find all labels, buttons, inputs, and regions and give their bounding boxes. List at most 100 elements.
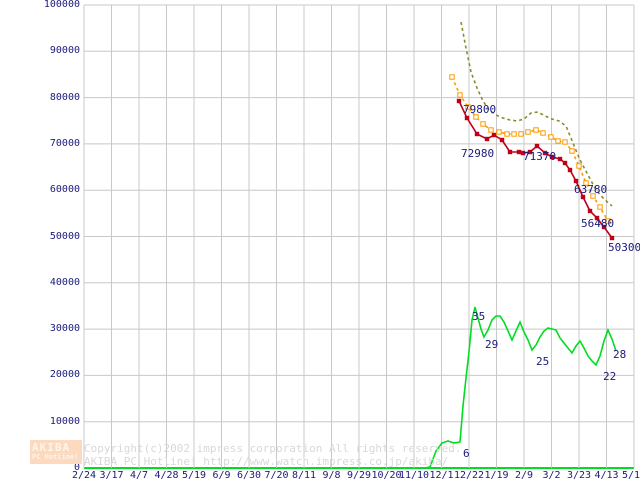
data-point-label: 22 <box>603 370 617 383</box>
data-point-marker <box>605 218 611 224</box>
data-point-marker <box>480 121 486 127</box>
data-point-marker <box>507 149 513 155</box>
data-point-marker <box>511 131 517 137</box>
data-point-label: 72980 <box>461 147 495 160</box>
data-point-marker <box>533 127 539 133</box>
x-axis-tick-label: 9/29 <box>346 470 372 481</box>
data-point-marker <box>527 149 533 155</box>
data-point-marker <box>567 167 573 173</box>
data-point-marker <box>465 104 471 110</box>
data-point-marker <box>473 114 479 120</box>
data-point-marker <box>449 74 455 80</box>
x-axis-tick-label: 10/20 <box>371 470 402 481</box>
data-point-marker <box>542 150 548 156</box>
data-point-marker <box>496 129 502 135</box>
data-point-marker <box>587 208 593 214</box>
data-point-marker <box>601 224 607 230</box>
y-axis-tick-label: 100000 <box>43 0 80 10</box>
data-point-marker <box>474 131 480 137</box>
y-axis-tick-label: 80000 <box>49 91 80 103</box>
y-axis-tick-label: 0 <box>73 462 80 473</box>
data-point-label: 50300 <box>608 241 640 254</box>
x-axis-tick-label: 7/20 <box>264 470 289 481</box>
x-axis-tick-label: 4/7 <box>129 470 149 481</box>
data-point-label: 79800 <box>463 103 497 116</box>
data-point-label: 28 <box>613 348 627 361</box>
data-point-marker <box>573 178 579 184</box>
series-line-count-green <box>423 306 617 469</box>
y-axis-tick-label: 70000 <box>49 137 80 149</box>
data-point-marker <box>464 115 470 121</box>
copyright-text: Copyright(c)2002 impress corporation All… <box>84 442 462 455</box>
data-point-marker <box>499 137 505 143</box>
data-point-label: 71370 <box>523 150 557 163</box>
x-axis-tick-label: 1/19 <box>484 470 509 481</box>
x-axis-tick-label: 5/11 <box>621 470 640 481</box>
series-layer <box>423 21 617 469</box>
data-point-marker <box>555 138 561 144</box>
akiba-logo-line1: AKIBA <box>32 441 71 454</box>
data-point-marker <box>504 131 510 137</box>
data-point-marker <box>518 131 524 137</box>
data-point-label: 25 <box>536 355 550 368</box>
data-point-marker <box>609 235 615 241</box>
data-point-marker <box>516 149 522 155</box>
data-point-marker <box>525 129 531 135</box>
x-axis-tick-label: 4/28 <box>154 470 179 481</box>
y-axis-tick-label: 90000 <box>49 45 80 57</box>
x-axis-tick-label: 12/22 <box>453 470 485 481</box>
data-point-marker <box>569 148 575 154</box>
data-point-marker <box>548 134 554 140</box>
y-axis-tick-label: 30000 <box>49 323 80 335</box>
data-point-marker <box>534 143 540 149</box>
data-point-marker <box>580 194 586 200</box>
data-point-marker <box>594 215 600 221</box>
y-axis-tick-label: 10000 <box>49 415 80 427</box>
x-axis-tick-label: 2/9 <box>514 470 534 481</box>
data-point-marker <box>540 130 546 136</box>
data-point-marker <box>520 150 526 156</box>
data-point-label: 63780 <box>574 183 608 196</box>
data-point-marker <box>583 180 589 186</box>
series-line-price-orange <box>451 76 609 222</box>
x-axis-tick-label: 3/2 <box>542 470 561 481</box>
x-axis-tick-label: 4/13 <box>594 470 619 481</box>
x-axis-tick-label: 11/10 <box>398 470 430 481</box>
x-axis-tick-label: 3/17 <box>99 470 124 481</box>
data-point-marker <box>491 132 497 138</box>
data-point-marker <box>562 160 568 166</box>
data-point-label: 29 <box>485 338 499 351</box>
data-point-marker <box>557 156 563 162</box>
series-line-price-red <box>458 100 613 239</box>
data-point-marker <box>597 204 603 210</box>
gridlines <box>83 4 635 469</box>
data-point-label: 35 <box>472 310 486 323</box>
x-axis-tick-label: 8/11 <box>291 470 317 481</box>
data-point-marker <box>562 139 568 145</box>
akiba-logo-line2: PC Hotline! <box>32 453 79 461</box>
y-axis-tick-label: 60000 <box>49 184 80 196</box>
data-point-marker <box>488 127 494 133</box>
x-axis-tick-label: 9/8 <box>322 470 341 481</box>
y-axis-tick-label: 50000 <box>49 230 80 242</box>
data-point-label: 56480 <box>581 217 615 230</box>
data-point-marker <box>456 98 462 104</box>
y-axis-tick-label: 40000 <box>49 276 80 288</box>
x-axis-tick-label: 6/30 <box>236 470 262 481</box>
x-axis-tick-label: 12/1 <box>429 470 454 481</box>
data-point-marker <box>576 163 582 169</box>
y-axis-tick-label: 20000 <box>49 369 80 381</box>
series-line-price-olive <box>460 21 613 207</box>
data-point-marker <box>484 136 490 142</box>
data-point-label: 6 <box>463 447 470 460</box>
x-axis-tick-label: 2/24 <box>71 470 97 481</box>
x-axis-tick-label: 6/9 <box>212 470 231 481</box>
data-point-marker <box>590 193 596 199</box>
x-axis-tick-label: 5/19 <box>181 470 207 481</box>
akiba-logo: AKIBA PC Hotline! <box>30 440 82 464</box>
url-text: AKIBA PC Hotline! http://www.watch.impre… <box>84 455 449 468</box>
x-axis-tick-label: 3/23 <box>566 470 592 481</box>
data-point-marker <box>457 92 463 98</box>
